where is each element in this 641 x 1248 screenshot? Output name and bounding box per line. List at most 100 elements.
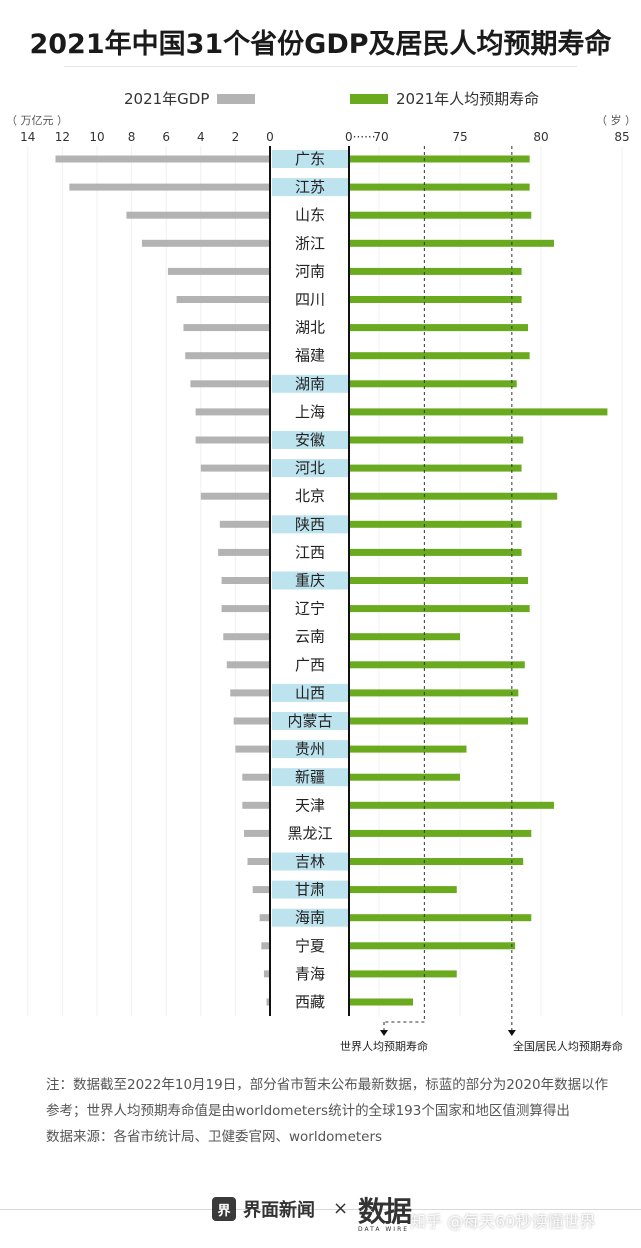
province-highlight: [272, 768, 348, 787]
province-highlight: [272, 374, 348, 393]
life-bar: [349, 773, 460, 781]
gdp-axis-unit: （ 万亿元 ）: [6, 114, 68, 127]
life-bar: [349, 380, 517, 388]
province-label: 陕西: [295, 515, 325, 533]
gdp-bar: [242, 773, 270, 781]
jiemian-icon: 界: [212, 1197, 236, 1221]
gdp-bar: [263, 970, 270, 978]
life-tick-label: 70: [373, 130, 388, 144]
gdp-bar: [190, 380, 270, 388]
life-bar: [349, 155, 530, 163]
province-highlight: [272, 178, 348, 197]
gdp-bar: [266, 998, 270, 1006]
life-bar: [349, 436, 524, 444]
province-label: 新疆: [295, 768, 325, 786]
gdp-tick-label: 10: [89, 130, 104, 144]
gdp-tick-label: 14: [20, 130, 35, 144]
life-bar: [349, 520, 522, 528]
life-axis-break: 0······: [345, 130, 376, 144]
province-label: 湖北: [295, 319, 325, 337]
province-label: 吉林: [295, 853, 325, 871]
province-label: 广西: [295, 656, 325, 674]
life-bar: [349, 324, 529, 332]
gdp-tick-label: 2: [232, 130, 240, 144]
province-label: 浙江: [295, 234, 325, 252]
gdp-bar: [126, 211, 270, 219]
gdp-bar: [233, 717, 270, 725]
gdp-bar: [200, 492, 270, 500]
gdp-bar: [55, 155, 271, 163]
gdp-bar: [200, 464, 270, 472]
life-bar: [349, 296, 522, 303]
province-highlight: [272, 908, 348, 927]
life-bar: [349, 745, 467, 753]
times-sign: ×: [333, 1198, 349, 1219]
life-bar: [349, 717, 529, 725]
life-bar: [349, 577, 529, 584]
province-highlight: [272, 571, 348, 590]
gdp-bar: [221, 605, 270, 613]
gdp-tick-label: 6: [162, 130, 170, 144]
notes-block: 注：数据截至2022年10月19日，部分省市暂未公布最新数据，标蓝的部分为202…: [46, 1072, 621, 1150]
province-label: 内蒙古: [287, 712, 332, 730]
province-label: 云南: [295, 628, 325, 646]
gdp-bar: [219, 520, 270, 528]
world-life-arrow: [380, 1030, 388, 1036]
province-label: 四川: [295, 291, 325, 309]
gdp-bar: [141, 239, 270, 247]
province-highlight: [272, 852, 348, 871]
gdp-bar: [235, 745, 270, 753]
gdp-tick-label: 0: [266, 130, 274, 144]
life-bar: [349, 970, 457, 978]
province-label: 山东: [295, 206, 325, 224]
butterfly-bar-chart: （ 万亿元 ） （ 岁 ） 14 12 10 8 6 4 2 0 0······70 75 80 85 广东…: [6, 113, 636, 1053]
legend-gdp: 2021年GDP: [124, 88, 256, 109]
gdp-bar: [69, 183, 270, 191]
life-bar: [349, 548, 522, 556]
province-label: 宁夏: [295, 937, 325, 955]
life-bar: [349, 352, 530, 360]
province-label: 福建: [295, 347, 325, 365]
note-text: 注：数据截至2022年10月19日，部分省市暂未公布最新数据，标蓝的部分为202…: [46, 1077, 609, 1119]
life-bar: [349, 211, 532, 219]
life-bar: [349, 183, 530, 191]
legend-life-swatch: [350, 93, 388, 104]
province-label: 安徽: [295, 431, 325, 449]
gdp-bar: [230, 689, 270, 697]
province-label: 青海: [295, 965, 325, 983]
gdp-bar: [259, 914, 270, 922]
legend-gdp-label: 2021年GDP: [124, 90, 210, 108]
province-highlight: [272, 712, 348, 730]
life-bar: [349, 464, 522, 472]
province-label: 山西: [295, 684, 325, 702]
life-bar: [349, 661, 525, 669]
province-highlight: [272, 431, 348, 449]
province-label: 西藏: [295, 993, 325, 1011]
life-bar: [349, 942, 516, 950]
province-highlight: [272, 150, 348, 168]
life-tick-label: 75: [452, 130, 467, 144]
life-bar: [349, 689, 519, 697]
province-label: 河南: [295, 262, 325, 280]
gdp-bar: [195, 408, 270, 416]
province-label: 贵州: [295, 740, 325, 758]
jiemian-logo: 界 界面新闻: [212, 1196, 315, 1222]
province-label: 辽宁: [295, 600, 325, 618]
province-label: 天津: [295, 796, 325, 814]
province-highlight: [272, 459, 348, 478]
legend-gdp-swatch: [217, 93, 256, 104]
title-divider: [64, 66, 577, 67]
gdp-bar: [252, 886, 270, 894]
province-highlight: [272, 740, 348, 759]
gdp-bar: [167, 267, 270, 275]
footer-divider: [0, 1209, 641, 1210]
life-axis-unit: （ 岁 ）: [596, 113, 636, 127]
province-highlight: [272, 880, 348, 899]
life-bar: [349, 858, 524, 865]
gdp-tick-label: 4: [197, 130, 205, 144]
province-label: 黑龙江: [287, 824, 332, 842]
source-text: 数据来源：各省市统计局、卫健委官网、worldometers: [46, 1129, 383, 1145]
datawire-name: 数据: [358, 1195, 412, 1228]
datawire-logo: 数据 DATA WIRE: [358, 1190, 412, 1233]
gdp-tick-label: 12: [55, 130, 70, 144]
